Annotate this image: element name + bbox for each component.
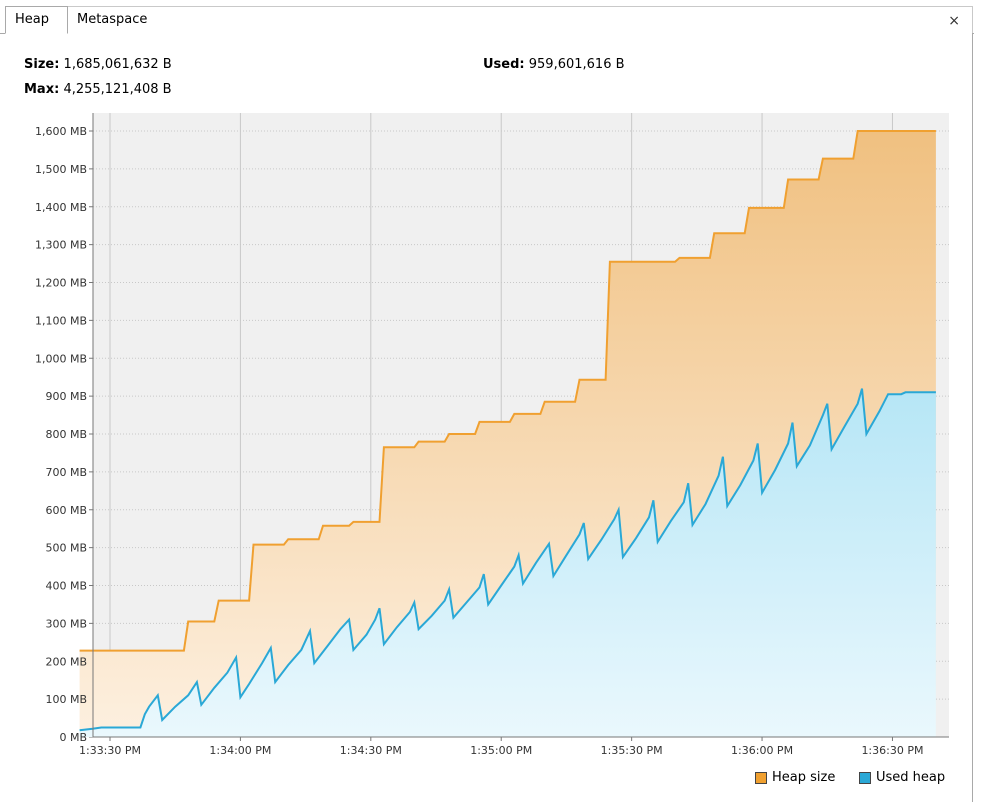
heap-size-swatch: [755, 772, 767, 784]
y-tick-label: 1,500 MB: [35, 163, 87, 176]
y-tick-label: 700 MB: [45, 466, 87, 479]
y-axis-labels: 0 MB 100 MB 200 MB 300 MB 400 MB 500 MB 600 MB…: [35, 125, 87, 744]
x-tick-label: 1:36:30 PM: [861, 744, 923, 757]
legend-used-heap-label: Used heap: [876, 770, 945, 785]
x-tick-label: 1:35:30 PM: [601, 744, 663, 757]
x-tick-label: 1:33:30 PM: [79, 744, 141, 757]
y-tick-label: 800 MB: [45, 428, 87, 441]
x-tick-label: 1:34:00 PM: [209, 744, 271, 757]
legend-heap-size: Heap size: [755, 770, 835, 785]
legend-used-heap: Used heap: [859, 770, 945, 785]
y-tick-label: 500 MB: [45, 542, 87, 555]
x-tick-label: 1:36:00 PM: [731, 744, 793, 757]
y-tick-label: 1,600 MB: [35, 125, 87, 138]
y-tick-label: 200 MB: [45, 655, 87, 668]
y-tick-label: 100 MB: [45, 693, 87, 706]
tab-heap-label: Heap: [15, 12, 49, 27]
tab-heap[interactable]: Heap: [5, 6, 68, 34]
used-heap-swatch: [859, 772, 871, 784]
y-tick-label: 0 MB: [59, 731, 87, 744]
y-tick-label: 1,300 MB: [35, 239, 87, 252]
y-tick-label: 600 MB: [45, 504, 87, 517]
legend-heap-size-label: Heap size: [772, 770, 835, 785]
y-tick-label: 1,100 MB: [35, 314, 87, 327]
x-axis-labels: 1:33:30 PM 1:34:00 PM 1:34:30 PM 1:35:00 PM…: [79, 744, 923, 757]
y-tick-label: 300 MB: [45, 617, 87, 630]
y-tick-label: 900 MB: [45, 390, 87, 403]
y-tick-label: 1,200 MB: [35, 277, 87, 290]
x-tick-label: 1:35:00 PM: [470, 744, 532, 757]
y-tick-label: 400 MB: [45, 580, 87, 593]
x-tick-label: 1:34:30 PM: [340, 744, 402, 757]
y-tick-label: 1,400 MB: [35, 201, 87, 214]
y-tick-label: 1,000 MB: [35, 352, 87, 365]
